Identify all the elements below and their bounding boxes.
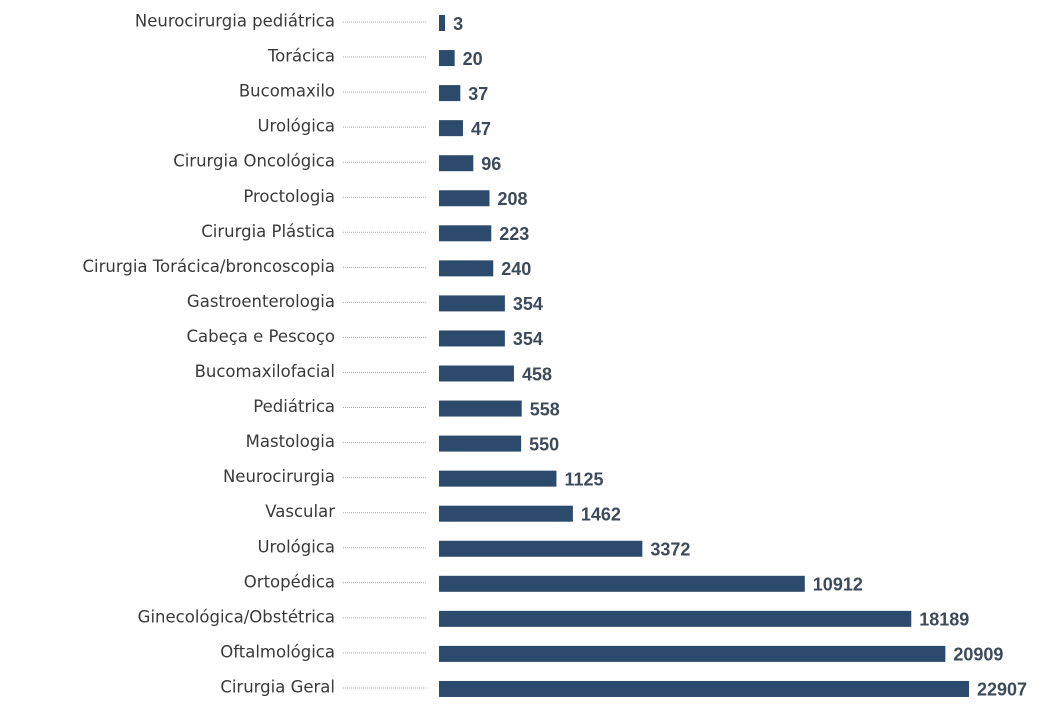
value-label: 37 xyxy=(468,84,488,104)
bar xyxy=(439,295,505,312)
category-label: Ortopédica xyxy=(244,572,335,591)
value-label: 240 xyxy=(501,259,531,279)
bar xyxy=(439,50,455,67)
bar xyxy=(439,190,490,207)
bar xyxy=(439,470,557,487)
bar xyxy=(439,15,446,31)
bar xyxy=(439,610,912,627)
value-label: 96 xyxy=(481,154,501,174)
value-label: 550 xyxy=(529,434,559,454)
category-label: Urológica xyxy=(257,537,335,556)
bar xyxy=(439,435,522,452)
bar xyxy=(439,540,643,557)
bar xyxy=(439,225,492,242)
value-label: 18189 xyxy=(919,610,969,630)
value-label: 1462 xyxy=(581,504,621,524)
bar xyxy=(439,260,494,277)
bar xyxy=(439,575,805,592)
value-label: 458 xyxy=(522,364,552,384)
category-label: Gastroenterologia xyxy=(187,292,335,311)
bar xyxy=(439,155,474,172)
bar xyxy=(439,85,461,102)
category-label: Neurocirurgia pediátrica xyxy=(135,12,335,31)
bar xyxy=(439,330,505,347)
value-label: 558 xyxy=(530,399,560,419)
category-label: Cabeça e Pescoço xyxy=(186,327,335,346)
value-label: 3 xyxy=(453,14,463,34)
category-label: Vascular xyxy=(265,502,335,521)
value-label: 354 xyxy=(513,329,543,349)
value-label: 10912 xyxy=(813,575,863,595)
category-label: Cirurgia Oncológica xyxy=(173,152,335,171)
category-label: Mastologia xyxy=(246,432,335,451)
value-label: 208 xyxy=(498,189,528,209)
bar xyxy=(439,365,514,382)
category-label: Cirurgia Torácica/broncoscopia xyxy=(83,257,335,276)
value-label: 1125 xyxy=(564,469,603,489)
bar xyxy=(439,680,969,697)
category-label: Urológica xyxy=(257,117,335,136)
category-label: Ginecológica/Obstétrica xyxy=(138,607,335,626)
category-label: Cirurgia Geral xyxy=(220,677,335,696)
value-label: 47 xyxy=(471,119,491,139)
bar xyxy=(439,400,522,417)
bar xyxy=(439,505,573,522)
value-label: 20909 xyxy=(953,645,1003,665)
value-label: 354 xyxy=(513,294,543,314)
bar xyxy=(439,120,464,137)
category-label: Bucomaxilofacial xyxy=(195,362,335,381)
bar xyxy=(439,645,946,662)
value-label: 223 xyxy=(499,224,529,244)
category-label: Proctologia xyxy=(243,187,335,206)
value-label: 22907 xyxy=(977,680,1027,700)
category-label: Bucomaxilo xyxy=(239,82,335,101)
category-label: Neurocirurgia xyxy=(223,467,335,486)
category-label: Torácica xyxy=(267,47,335,66)
value-label: 3372 xyxy=(650,540,690,560)
category-label: Pediátrica xyxy=(253,397,335,416)
category-label: Cirurgia Plástica xyxy=(201,222,335,241)
value-label: 20 xyxy=(463,49,483,69)
category-label: Oftalmológica xyxy=(220,642,335,661)
